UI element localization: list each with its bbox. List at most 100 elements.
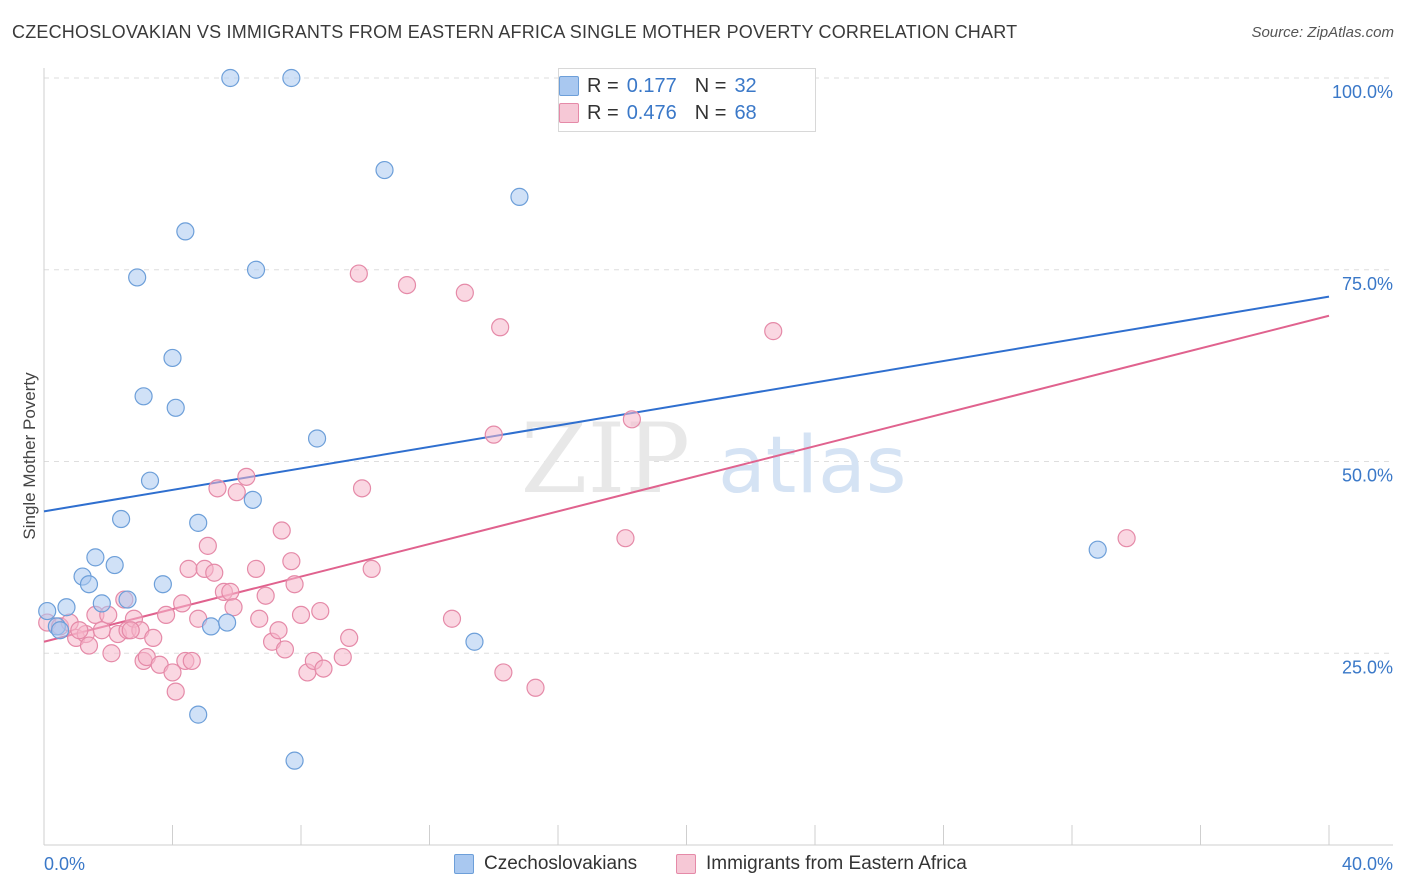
point-czech <box>92 594 111 613</box>
point-eastern-africa <box>622 410 641 429</box>
source-label: Source: ZipAtlas.com <box>1251 24 1394 41</box>
point-czech <box>111 509 131 529</box>
point-czech <box>38 601 57 621</box>
point-eastern-africa <box>173 594 192 613</box>
bottom-legend-czech: Czechoslovakians <box>454 852 637 876</box>
point-czech <box>153 575 172 594</box>
point-czech <box>201 617 221 636</box>
point-eastern-africa <box>79 636 99 655</box>
legend-r-label: R = <box>587 101 619 124</box>
point-eastern-africa <box>352 479 372 498</box>
point-eastern-africa <box>275 640 295 659</box>
y-tick-label: 75.0% <box>1342 274 1393 294</box>
legend-r-value: 0.476 <box>626 101 677 124</box>
point-eastern-africa <box>163 663 182 682</box>
legend-row-czech: R = 0.177 N = 32 <box>559 73 757 99</box>
point-czech <box>134 387 153 406</box>
point-czech <box>221 68 240 88</box>
point-eastern-africa <box>237 467 256 486</box>
point-eastern-africa <box>333 647 352 667</box>
point-eastern-africa <box>362 559 381 578</box>
point-eastern-africa <box>246 559 266 578</box>
point-czech <box>176 222 195 241</box>
point-eastern-africa <box>616 529 635 548</box>
point-eastern-africa <box>397 275 417 295</box>
point-eastern-africa <box>179 559 198 578</box>
trend-line-czech <box>43 295 1330 513</box>
point-eastern-africa <box>227 483 246 502</box>
trend-lines <box>43 295 1330 643</box>
point-czech <box>243 490 262 509</box>
point-czech <box>285 751 304 770</box>
point-czech <box>50 621 70 640</box>
legend-n-label: N = <box>694 74 727 97</box>
point-eastern-africa <box>272 521 291 540</box>
chart-title: CZECHOSLOVAKIAN VS IMMIGRANTS FROM EASTE… <box>12 22 1018 42</box>
legend-n-value: 68 <box>734 101 757 124</box>
point-eastern-africa <box>205 563 224 582</box>
bottom-legend-eastern-africa: Immigrants from Eastern Africa <box>676 852 967 876</box>
data-points <box>38 68 1136 770</box>
point-czech <box>246 260 266 279</box>
point-eastern-africa <box>455 283 474 302</box>
y-tick-label: 25.0% <box>1342 657 1393 677</box>
bottom-legend-swatch-blue <box>454 854 474 874</box>
point-eastern-africa <box>224 598 243 617</box>
point-czech <box>79 575 99 594</box>
point-czech <box>163 348 182 368</box>
y-tick-labels: 25.0% 50.0% 75.0% 100.0% <box>1332 82 1393 677</box>
point-eastern-africa <box>156 605 176 625</box>
bottom-legend-label: Immigrants from Eastern Africa <box>706 853 967 874</box>
point-czech <box>282 68 301 88</box>
correlation-legend: R = 0.177 N = 32 R = 0.476 N = 68 <box>558 68 816 132</box>
legend-r-value: 0.177 <box>626 74 677 97</box>
x-tick-label-max: 40.0% <box>1342 854 1393 874</box>
point-eastern-africa <box>349 264 368 283</box>
watermark-atlas: atlas <box>718 421 907 511</box>
point-eastern-africa <box>102 644 121 663</box>
point-eastern-africa <box>92 621 111 640</box>
point-eastern-africa <box>340 628 359 648</box>
point-eastern-africa <box>314 659 333 678</box>
bottom-legend-swatch-pink <box>676 854 696 874</box>
point-eastern-africa <box>144 628 163 648</box>
legend-n-label: N = <box>694 101 727 124</box>
point-eastern-africa <box>491 318 510 337</box>
point-eastern-africa <box>198 536 217 555</box>
point-eastern-africa <box>166 682 185 701</box>
point-eastern-africa <box>285 575 304 594</box>
point-czech <box>140 471 160 490</box>
point-czech <box>128 268 147 287</box>
legend-n-value: 32 <box>734 74 757 97</box>
point-czech <box>1088 540 1107 559</box>
axes <box>43 68 1393 846</box>
legend-r-label: R = <box>587 74 619 97</box>
point-czech <box>465 632 484 651</box>
y-axis-label: Single Mother Poverty <box>20 372 39 540</box>
point-czech <box>218 613 237 632</box>
y-tick-label: 50.0% <box>1342 466 1393 486</box>
point-czech <box>189 513 208 532</box>
point-eastern-africa <box>311 601 330 621</box>
point-eastern-africa <box>526 678 545 697</box>
point-eastern-africa <box>250 609 269 628</box>
point-eastern-africa <box>1117 529 1136 548</box>
watermark: ZIP atlas <box>521 403 907 515</box>
point-czech <box>375 160 394 180</box>
point-eastern-africa <box>70 621 89 640</box>
watermark-zip: ZIP <box>521 403 690 515</box>
trend-line-eastern-africa <box>43 314 1330 643</box>
point-czech <box>510 187 529 206</box>
legend-row-eastern-africa: R = 0.476 N = 68 <box>559 100 757 126</box>
point-eastern-africa <box>256 586 275 605</box>
legend-swatch-pink <box>559 103 579 123</box>
point-eastern-africa <box>442 609 462 628</box>
point-czech <box>86 548 105 567</box>
point-eastern-africa <box>494 663 513 682</box>
x-tick-label-min: 0.0% <box>44 854 85 874</box>
point-eastern-africa <box>484 425 503 444</box>
point-eastern-africa <box>121 621 140 640</box>
point-czech <box>105 555 124 575</box>
point-czech <box>189 705 208 724</box>
